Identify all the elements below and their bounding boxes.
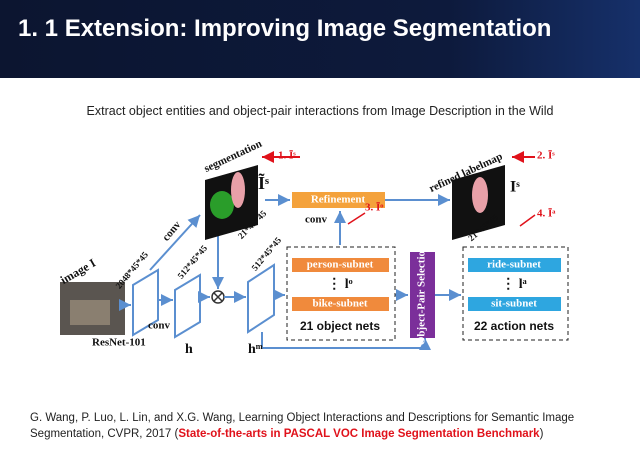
arrows: [119, 194, 461, 350]
header: 1. 1 Extension: Improving Image Segmenta…: [0, 0, 640, 78]
label: h: [185, 342, 193, 357]
red-arrow: [519, 214, 536, 227]
dims: 512*45*45: [175, 243, 209, 281]
input-image-detail: [70, 300, 110, 325]
label: ⋮ lᵃ: [501, 277, 526, 292]
step-label: 4. Īᵃ: [537, 208, 556, 220]
red-arrow: [347, 212, 366, 225]
box-label: sit-subnet: [491, 298, 537, 310]
symbol: Ĩˢ: [258, 172, 269, 193]
label: conv: [305, 214, 328, 226]
label: conv: [160, 219, 184, 244]
label: conv: [148, 320, 171, 332]
citation: G. Wang, P. Luo, L. Lin, and X.G. Wang, …: [30, 410, 620, 442]
subnet-box: [292, 297, 389, 311]
dims: 512*45*45: [249, 235, 283, 273]
citation-highlight: State-of-the-arts in PASCAL VOC Image Se…: [178, 428, 540, 440]
box-label: Object-Pair Selection: [416, 245, 428, 345]
label: hᵐ: [248, 342, 263, 357]
segmentation-region: [210, 191, 234, 219]
symbol: Iˢ: [510, 179, 520, 196]
title: 1. 1 Extension: Improving Image Segmenta…: [18, 15, 552, 42]
citation-text: G. Wang, P. Luo, L. Lin, and X.G. Wang, …: [30, 412, 575, 440]
label: ⋮ lᵒ: [327, 277, 352, 292]
feature-stack: [174, 273, 201, 339]
selection-box: [410, 252, 435, 338]
feature-stack: [132, 268, 159, 337]
refined-region: [472, 177, 488, 213]
segmentation-region: [231, 172, 245, 208]
object-nets-box: [286, 246, 396, 341]
step-label: 2. Īˢ: [537, 150, 555, 162]
box-label: ride-subnet: [487, 259, 541, 271]
citation-text: ): [539, 428, 544, 440]
step-label: 1. Īˢ: [278, 150, 296, 162]
caption: 22 action nets: [474, 319, 554, 333]
subnet-box: [292, 258, 389, 272]
step-label: 3. Īᵒ: [365, 202, 383, 214]
subtitle: Extract object entities and object-pair …: [86, 104, 554, 118]
refinement-box: [292, 192, 385, 208]
feature-stack: [247, 263, 275, 334]
label: ResNet-101: [92, 337, 146, 349]
subnet-box: [468, 258, 561, 272]
box-label: Refinement: [311, 194, 366, 206]
multiply-sign: [213, 292, 223, 302]
action-nets-box: [462, 246, 569, 341]
subnet-box: [468, 297, 561, 311]
box-label: bike-subnet: [312, 298, 367, 310]
caption: 21 object nets: [300, 319, 380, 333]
box-label: person-subnet: [307, 259, 374, 271]
